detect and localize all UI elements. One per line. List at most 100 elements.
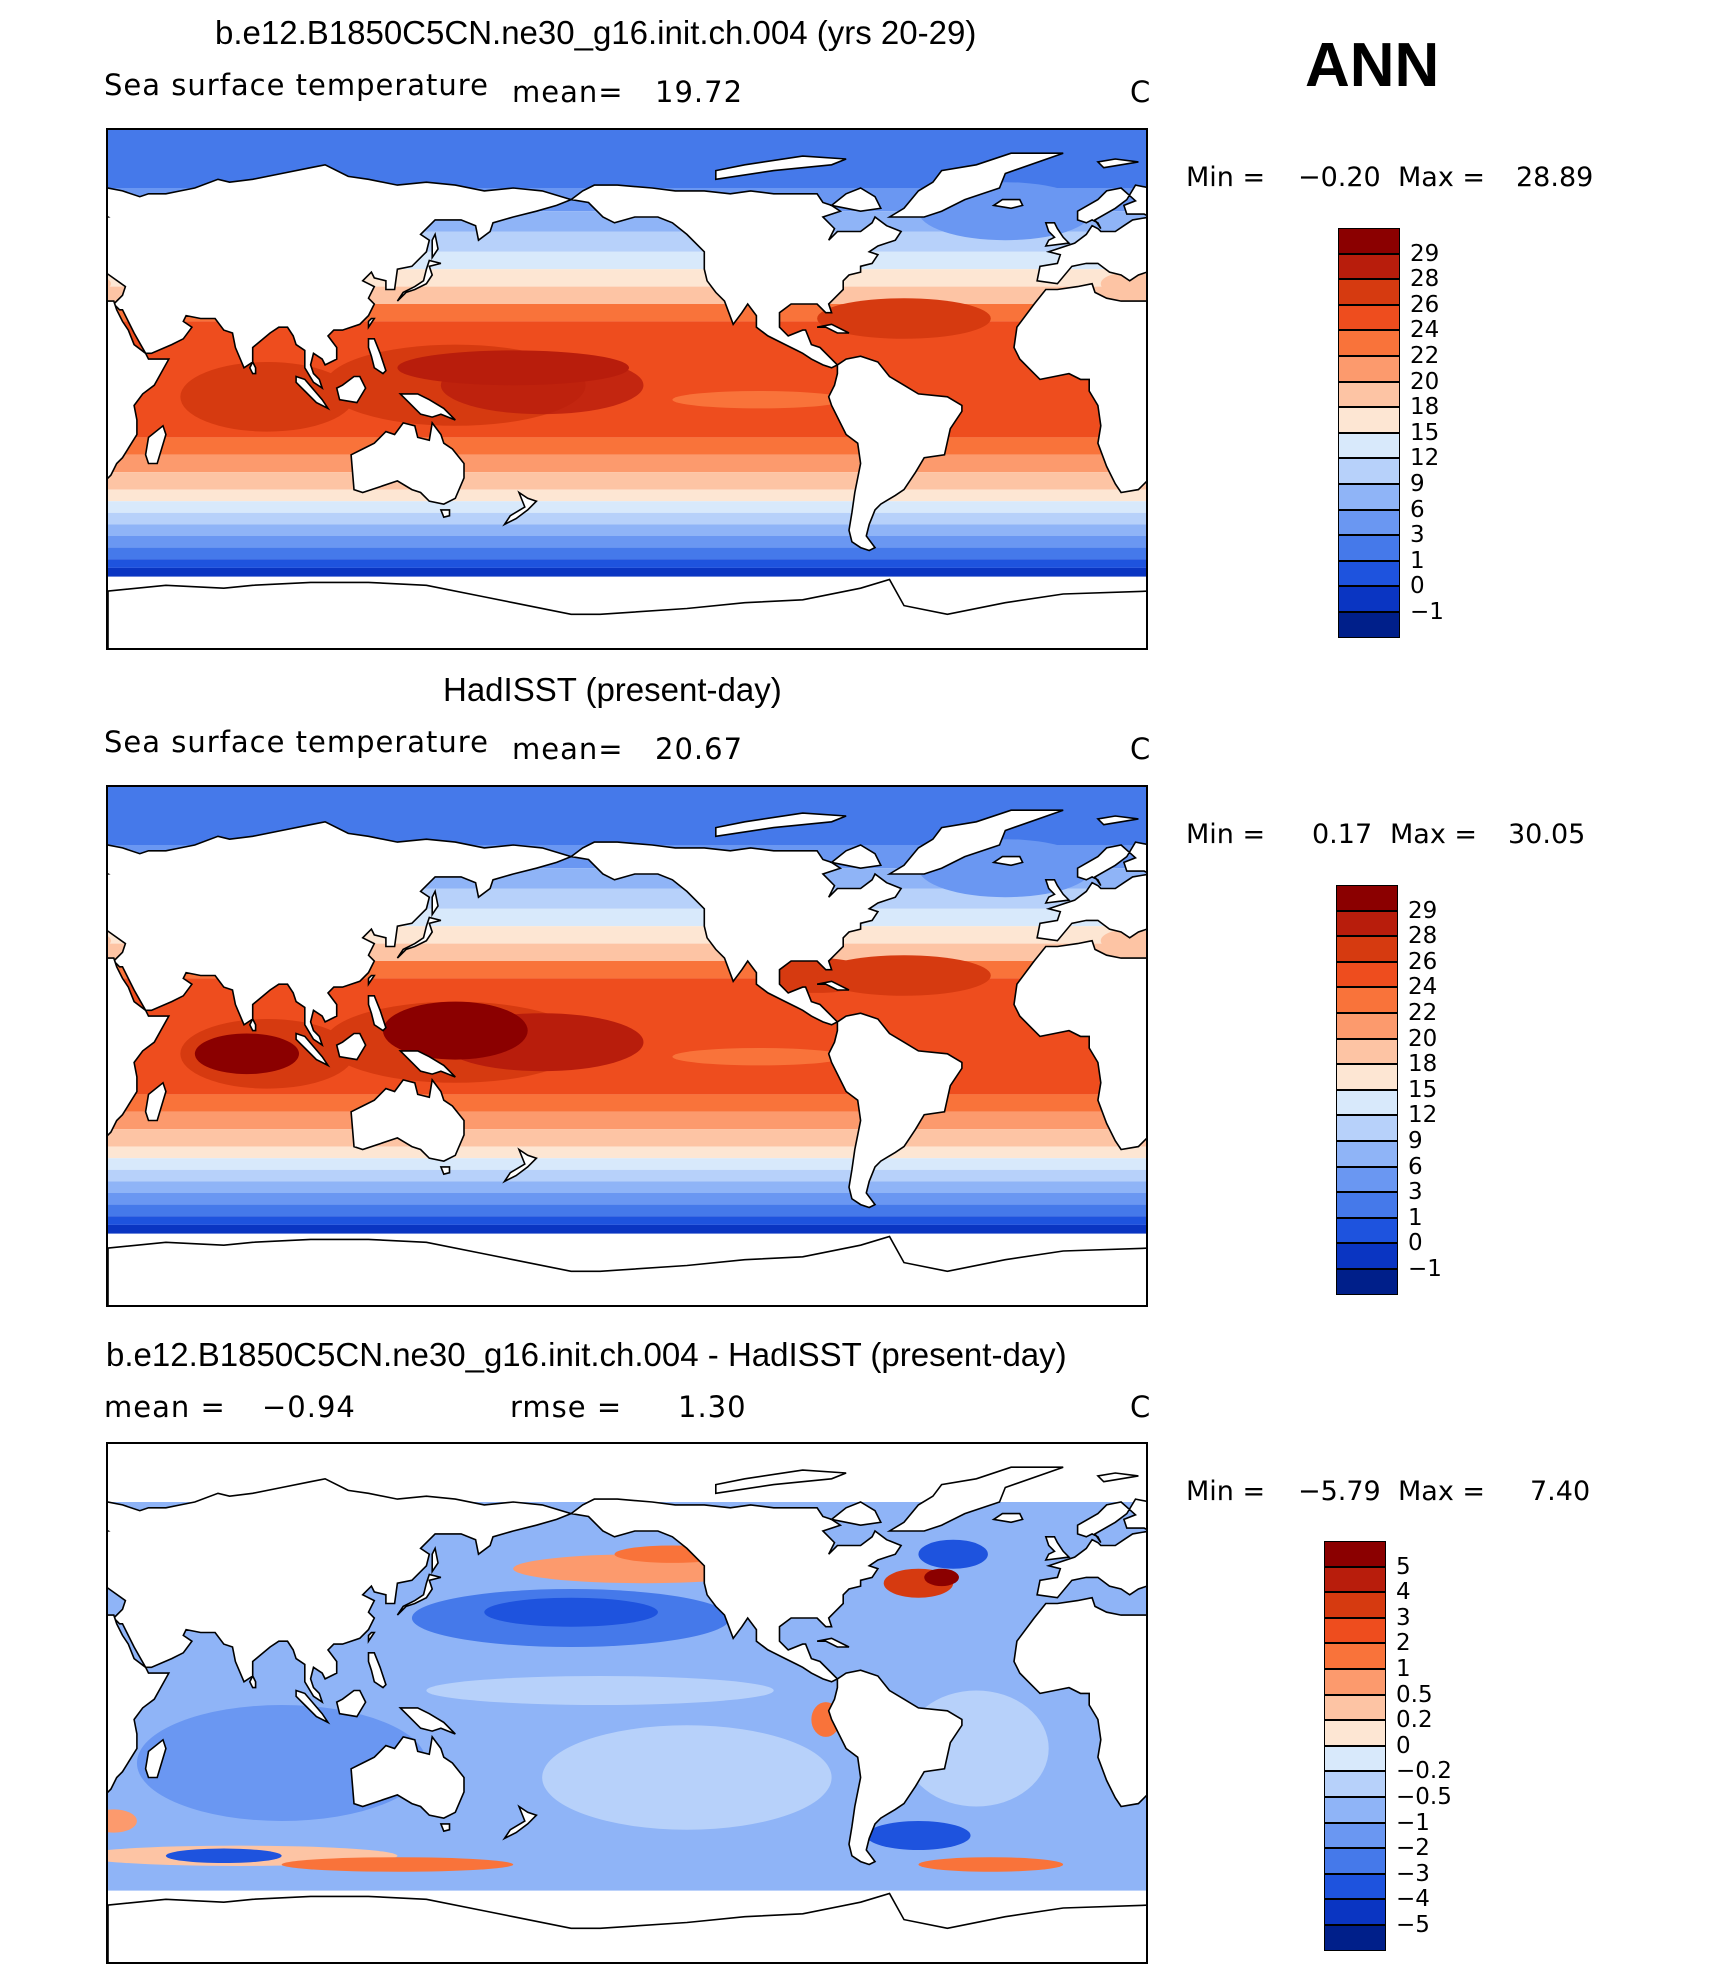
panel3-min-label: Min = <box>1186 1476 1266 1507</box>
colorbar-swatch <box>1336 1243 1398 1269</box>
colorbar-tick-label: −2 <box>1396 1835 1430 1862</box>
land-svalbard <box>1096 1472 1139 1483</box>
land-japan <box>396 1573 442 1616</box>
colorbar-tick-label: −5 <box>1396 1912 1430 1938</box>
land-baffin <box>829 844 883 870</box>
colorbar-tick-label: 26 <box>1408 948 1438 975</box>
colorbar-tick-label: 18 <box>1408 1051 1438 1078</box>
colorbar-swatch <box>1336 1064 1398 1090</box>
panel3-rmse-value: 1.30 <box>678 1390 747 1424</box>
colorbar-swatch <box>1338 304 1400 331</box>
colorbar-swatch <box>1338 458 1400 484</box>
panel2-min-value: 0.17 <box>1312 819 1373 850</box>
land-japan <box>396 916 442 959</box>
land-canarch <box>714 812 847 838</box>
colorbar-tick-label: 18 <box>1410 394 1440 421</box>
colorbar-tick-label: −0.2 <box>1396 1758 1452 1785</box>
colorbar-tick-label: −0.5 <box>1396 1784 1452 1810</box>
land-canarch <box>714 1469 847 1495</box>
panel2-variable: Sea surface temperature <box>104 725 489 759</box>
colorbar-swatch <box>1324 1720 1386 1746</box>
panel1-map-svg <box>108 130 1146 648</box>
land-greenland <box>886 809 1064 875</box>
colorbar-swatch <box>1324 1848 1386 1874</box>
colorbar-tick-label: 29 <box>1410 240 1440 267</box>
colorbar-swatch <box>1338 228 1400 254</box>
panel2-units: C <box>1130 732 1152 766</box>
land-samerica <box>827 1012 963 1209</box>
land-australia <box>350 1734 465 1819</box>
colorbar-swatch <box>1324 1925 1386 1951</box>
colorbar-swatch <box>1338 381 1400 408</box>
colorbar-tick-label: 24 <box>1408 974 1438 1001</box>
colorbar-tick-label: 4 <box>1396 1579 1411 1606</box>
panel2-title: HadISST (present-day) <box>443 671 782 708</box>
colorbar-swatch <box>1338 279 1400 305</box>
land-newzealand <box>502 1804 538 1841</box>
colorbar-swatch <box>1336 885 1398 911</box>
colorbar-tick-label: 1 <box>1408 1204 1423 1231</box>
colorbar-swatch <box>1336 936 1398 962</box>
colorbar-tick-label: 12 <box>1408 1102 1438 1129</box>
land-eurasia <box>108 163 574 391</box>
panel1-variable: Sea surface temperature <box>104 68 489 102</box>
land-eurasia <box>108 1477 574 1705</box>
colorbar-swatch <box>1336 1115 1398 1141</box>
panel3-map <box>106 1442 1148 1964</box>
colorbar-swatch <box>1338 509 1400 536</box>
panel3-min-value: −5.79 <box>1298 1476 1381 1507</box>
land-cuba <box>816 980 850 991</box>
land-africa <box>108 1614 171 1794</box>
land-australia <box>350 420 465 505</box>
land-australia <box>350 1077 465 1162</box>
colorbar-tick-label: −1 <box>1410 599 1444 625</box>
land-antarctica <box>108 1235 1146 1305</box>
land-eurasia <box>1036 1498 1146 1599</box>
colorbar-swatch <box>1324 1797 1386 1823</box>
colorbar-tick-label: 20 <box>1410 368 1440 395</box>
land-eurasia <box>108 820 574 1048</box>
land-sakhalin <box>431 888 439 918</box>
land-madagascar <box>144 424 167 465</box>
panel2-mean-label: mean= <box>512 732 624 766</box>
panel3-mean-label: mean = <box>104 1390 226 1424</box>
colorbar-tick-label: 9 <box>1408 1128 1423 1154</box>
land-britain <box>1044 879 1071 904</box>
land-cuba <box>816 1637 850 1648</box>
panel3-max-label: Max = <box>1398 1476 1486 1507</box>
panel1-units: C <box>1130 75 1152 109</box>
panel3-units: C <box>1130 1390 1152 1424</box>
colorbar-swatch <box>1324 1694 1386 1721</box>
land-taiwan <box>367 974 376 987</box>
land-britain <box>1044 1536 1071 1561</box>
land-britain <box>1044 222 1071 247</box>
panel3-title: b.e12.B1850C5CN.ne30_g16.init.ch.004 - H… <box>106 1336 1067 1373</box>
land-borneo <box>335 1032 367 1061</box>
colorbar-swatch <box>1336 1013 1398 1039</box>
colorbar-tick-label: 6 <box>1408 1153 1423 1180</box>
colorbar-tick-label: 3 <box>1396 1604 1411 1631</box>
panel1-max-value: 28.89 <box>1516 162 1594 193</box>
land-greenland <box>886 152 1064 218</box>
colorbar-tick-label: 6 <box>1410 496 1425 523</box>
colorbar-swatch <box>1324 1592 1386 1618</box>
land-baffin <box>829 187 883 213</box>
land-newguinea <box>398 1707 456 1735</box>
colorbar-swatch <box>1336 987 1398 1013</box>
colorbar-swatch <box>1336 1269 1398 1295</box>
colorbar-tick-label: 29 <box>1408 897 1438 924</box>
colorbar-swatch <box>1336 1141 1398 1167</box>
land-sumatra <box>295 1689 331 1725</box>
colorbar-swatch <box>1324 1643 1386 1669</box>
colorbar-swatch <box>1324 1899 1386 1925</box>
colorbar-swatch <box>1324 1566 1386 1593</box>
colorbar-tick-label: 12 <box>1410 445 1440 472</box>
land-sumatra <box>295 1032 331 1068</box>
colorbar-swatch <box>1338 560 1400 587</box>
land-africa <box>1013 1596 1146 1808</box>
panel3-max-value: 7.40 <box>1530 1476 1591 1507</box>
panel2-min-label: Min = <box>1186 819 1266 850</box>
land-namerica <box>569 841 903 1026</box>
land-madagascar <box>144 1738 167 1779</box>
land-srilanka <box>248 360 257 375</box>
